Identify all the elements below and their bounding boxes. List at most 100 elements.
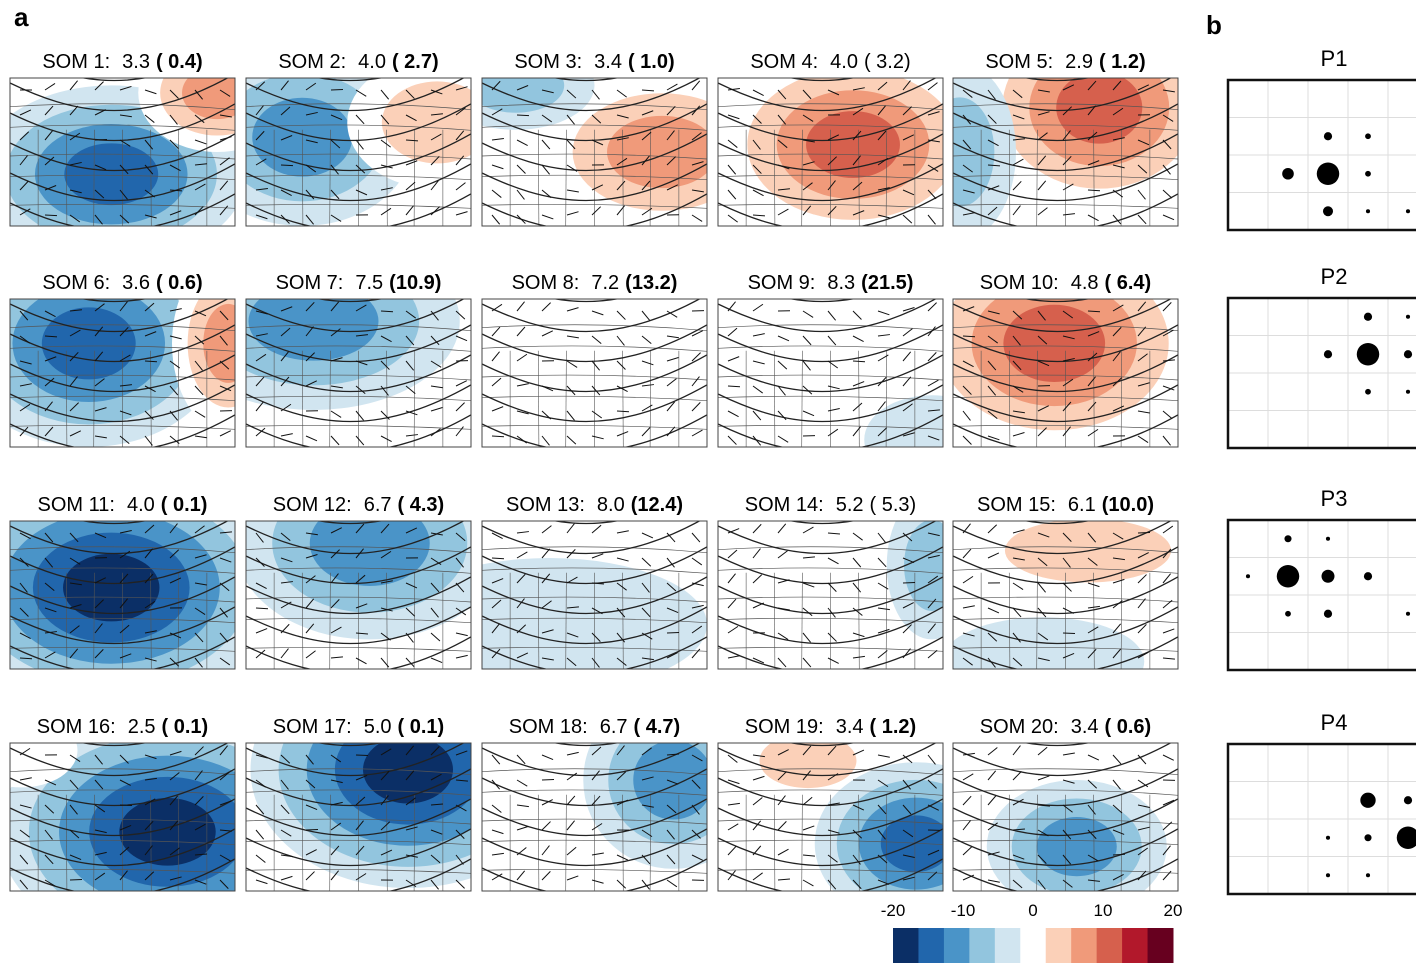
map-label: SOM 6: [42, 272, 110, 294]
colorbar-swatch [1122, 928, 1148, 963]
frequency-dot [1404, 350, 1412, 358]
contour [943, 229, 1188, 272]
map-title: SOM 11:4.0( 0.1) [38, 494, 208, 516]
map-frequency: ( 0.4) [156, 51, 203, 73]
map-frequency: ( 0.6) [156, 272, 203, 294]
frequency-dot [1324, 610, 1332, 618]
map-frequency: ( 6.4) [1105, 272, 1152, 294]
frequency-dot [1326, 873, 1330, 877]
colorbar-swatch [1046, 928, 1072, 963]
map-label: SOM 1: [42, 51, 110, 73]
frequency-dot [1364, 834, 1371, 841]
frequency-dot [1406, 209, 1410, 213]
map-title: SOM 7:7.5(10.9) [276, 272, 442, 294]
map-frequency: (10.0) [1102, 494, 1154, 516]
panel-title: P4 [1321, 710, 1348, 735]
contour [943, 8, 1188, 51]
panel-label: b [1206, 10, 1222, 40]
frequency-dot [1365, 171, 1371, 177]
map-label: SOM 10: [980, 272, 1059, 294]
map-frequency: ( 2.7) [392, 51, 439, 73]
map-title: SOM 15:6.1(10.0) [977, 494, 1154, 516]
map-title: SOM 20:3.4( 0.6) [980, 716, 1151, 738]
map-label: SOM 17: [273, 716, 352, 738]
frequency-dot [1360, 793, 1375, 808]
panel-title: P3 [1321, 486, 1348, 511]
anomaly [64, 143, 158, 205]
colorbar-swatch [969, 928, 995, 963]
anomaly [42, 307, 136, 379]
contour [472, 8, 717, 51]
map [908, 229, 1201, 499]
frequency-dot [1323, 206, 1333, 216]
contour [236, 451, 481, 494]
map-frequency: ( 1.2) [1099, 51, 1146, 73]
map [0, 229, 285, 499]
frequency-dot [1406, 612, 1410, 616]
panel-label: a [14, 2, 29, 32]
map-mean: 3.3 [122, 51, 150, 73]
colorbar-swatch [1097, 928, 1123, 963]
map-mean: 5.2 [836, 494, 864, 516]
wind-arrow [517, 115, 529, 116]
map-mean: 6.7 [600, 716, 628, 738]
frequency-dot [1317, 163, 1339, 185]
colorbar-swatch [1071, 928, 1097, 963]
contour [0, 451, 245, 494]
frequency-dot [1365, 133, 1371, 139]
wind-arrow [1138, 532, 1150, 533]
map-mean: 2.9 [1065, 51, 1093, 73]
map-title: SOM 18:6.7( 4.7) [509, 716, 680, 738]
frequency-dot [1366, 209, 1370, 213]
frequency-dot [1246, 574, 1250, 578]
panel-title: P2 [1321, 264, 1348, 289]
map [708, 451, 977, 721]
map-mean: 7.2 [591, 272, 619, 294]
map-label: SOM 15: [977, 494, 1056, 516]
map-frequency: ( 0.1) [398, 716, 445, 738]
anomaly [760, 733, 857, 788]
frequency-dot [1324, 350, 1332, 358]
wind-arrow [667, 632, 679, 633]
map-label: SOM 19: [745, 716, 824, 738]
map-label: SOM 3: [514, 51, 582, 73]
contour [472, 229, 717, 272]
map-frequency: ( 0.6) [1105, 716, 1152, 738]
map-title: SOM 14:5.2( 5.3) [745, 494, 916, 516]
contour [236, 673, 481, 716]
wind-arrow [70, 879, 82, 880]
map-frequency: ( 0.1) [161, 494, 208, 516]
colorbar-swatch [995, 928, 1021, 963]
map [235, 447, 505, 721]
map-label: SOM 4: [750, 51, 818, 73]
map-label: SOM 7: [276, 272, 344, 294]
map-mean: 5.0 [364, 716, 392, 738]
map [0, 451, 280, 721]
contour [708, 229, 953, 272]
map-mean: 4.0 [127, 494, 155, 516]
contour [708, 451, 953, 494]
map-title: SOM 2:4.0( 2.7) [278, 51, 438, 73]
colorbar-tick-label: -10 [951, 901, 976, 920]
map-mean: 3.4 [594, 51, 622, 73]
map-label: SOM 5: [985, 51, 1053, 73]
wind-arrow [356, 755, 368, 756]
map-mean: 3.4 [836, 716, 864, 738]
wind-arrow [1063, 633, 1075, 634]
colorbar-tick-label: 10 [1094, 901, 1113, 920]
map-mean: 7.5 [355, 272, 383, 294]
frequency-dot [1364, 313, 1372, 321]
frequency-dot [1406, 390, 1410, 394]
contour [236, 8, 481, 51]
contour [472, 673, 717, 716]
map-mean: 6.7 [364, 494, 392, 516]
map-frequency: (21.5) [861, 272, 913, 294]
contour [943, 673, 1188, 716]
colorbar-swatch [918, 928, 944, 963]
map-title: SOM 8:7.2(13.2) [512, 272, 678, 294]
anomaly [942, 617, 1145, 706]
anomaly [182, 66, 252, 119]
contour [0, 229, 245, 272]
map-mean: 4.0 [830, 51, 858, 73]
